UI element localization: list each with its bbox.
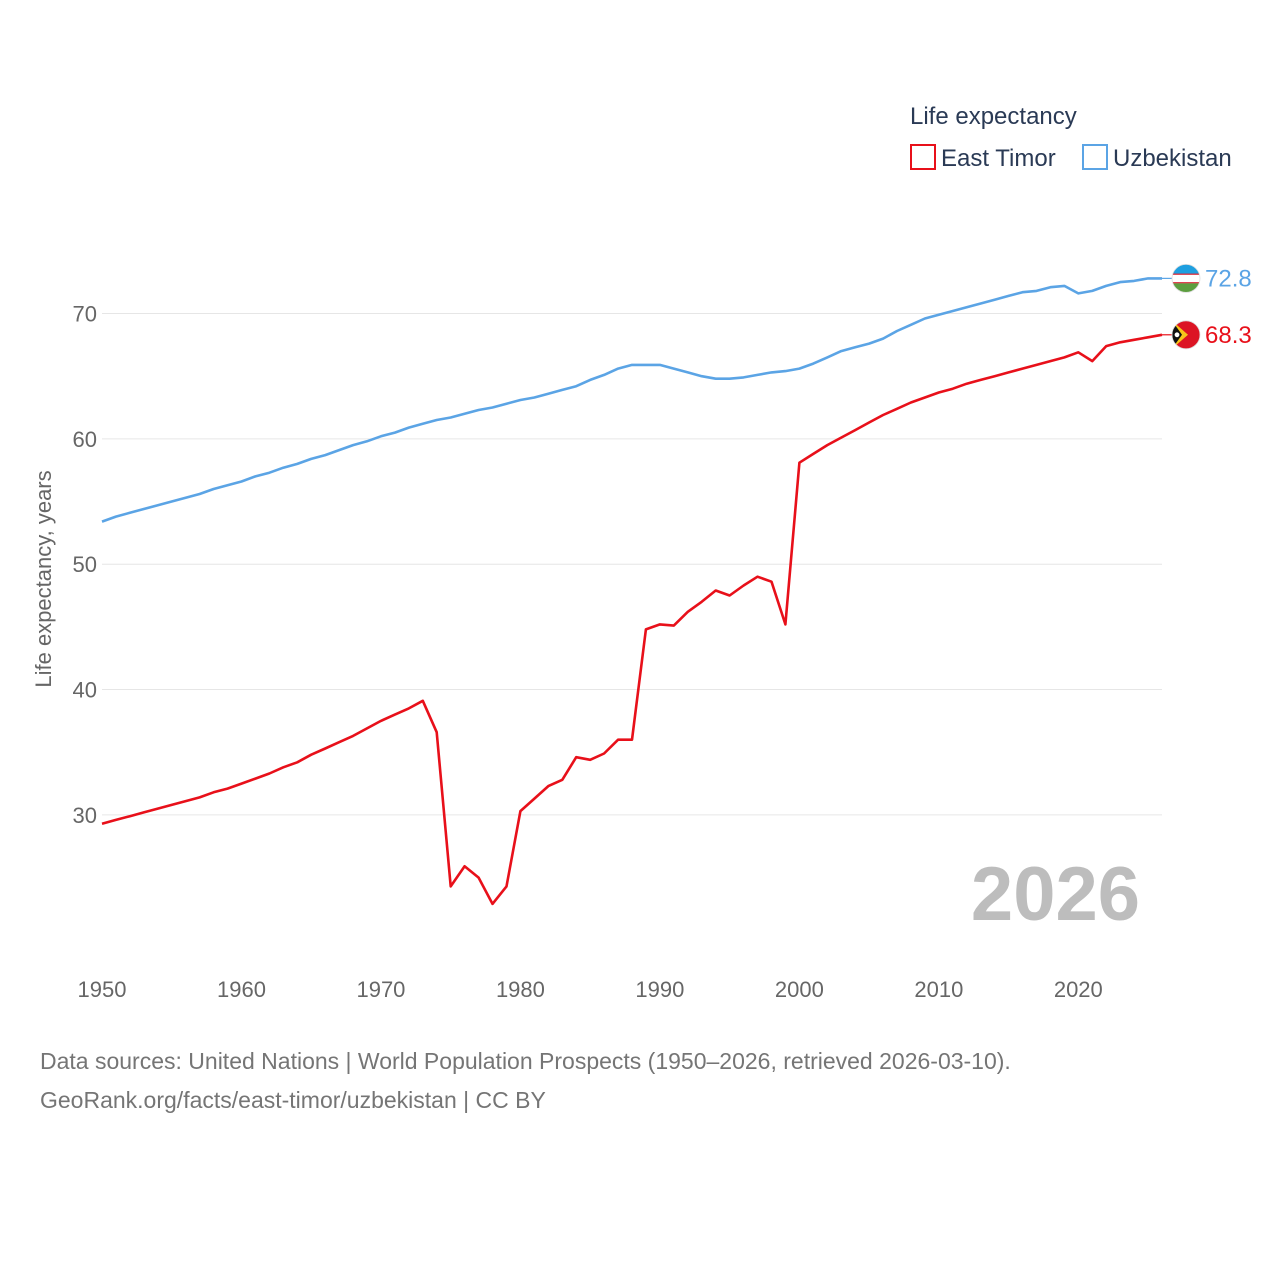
x-axis-ticks: 1950 1960 1970 1980 1990 2000 2010 2020 — [78, 977, 1103, 1002]
end-value-east-timor: 68.3 — [1205, 322, 1252, 349]
x-tick-1950: 1950 — [78, 977, 127, 1002]
y-tick-70: 70 — [73, 301, 97, 326]
x-tick-2010: 2010 — [914, 977, 963, 1002]
series-lines — [101, 277, 1163, 906]
legend-title: Life expectancy — [910, 103, 1077, 130]
data-sources-text: Data sources: United Nations | World Pop… — [40, 1048, 1011, 1074]
legend-label-east-timor: East Timor — [941, 145, 1056, 172]
line-chart: 30 40 50 60 70 1950 1960 1970 1980 1990 2000 2010 2… — [31, 103, 1252, 1002]
attribution-link[interactable]: GeoRank.org/facts/east-timor/uzbekistan … — [40, 1087, 546, 1113]
series-line-east-timor[interactable] — [101, 333, 1163, 906]
legend-label-uzbekistan: Uzbekistan — [1113, 145, 1232, 172]
y-tick-30: 30 — [73, 803, 97, 828]
legend-swatch-uzbekistan — [1082, 144, 1108, 170]
series-end-markers: 68.3 72.8 — [1162, 263, 1252, 350]
legend-swatch-east-timor — [910, 144, 936, 170]
legend-item-east-timor[interactable]: East Timor — [910, 144, 1056, 172]
series-line-uzbekistan[interactable] — [101, 277, 1162, 523]
flag-uzbekistan-icon — [1171, 263, 1201, 293]
y-tick-40: 40 — [73, 678, 97, 703]
x-tick-1990: 1990 — [635, 977, 684, 1002]
y-axis-ticks: 30 40 50 60 70 — [73, 301, 97, 827]
end-value-uzbekistan: 72.8 — [1205, 265, 1252, 292]
y-axis-label: Life expectancy, years — [31, 470, 56, 687]
x-tick-1970: 1970 — [356, 977, 405, 1002]
grid-lines — [102, 312, 1162, 816]
x-tick-1960: 1960 — [217, 977, 266, 1002]
y-tick-50: 50 — [73, 552, 97, 577]
year-watermark: 2026 — [971, 852, 1140, 937]
x-tick-2020: 2020 — [1054, 977, 1103, 1002]
x-tick-1980: 1980 — [496, 977, 545, 1002]
flag-east-timor-icon — [1171, 320, 1201, 350]
source-footer: Data sources: United Nations | World Pop… — [40, 1042, 1240, 1120]
y-tick-60: 60 — [73, 427, 97, 452]
legend-item-uzbekistan[interactable]: Uzbekistan — [1082, 144, 1232, 172]
x-tick-2000: 2000 — [775, 977, 824, 1002]
